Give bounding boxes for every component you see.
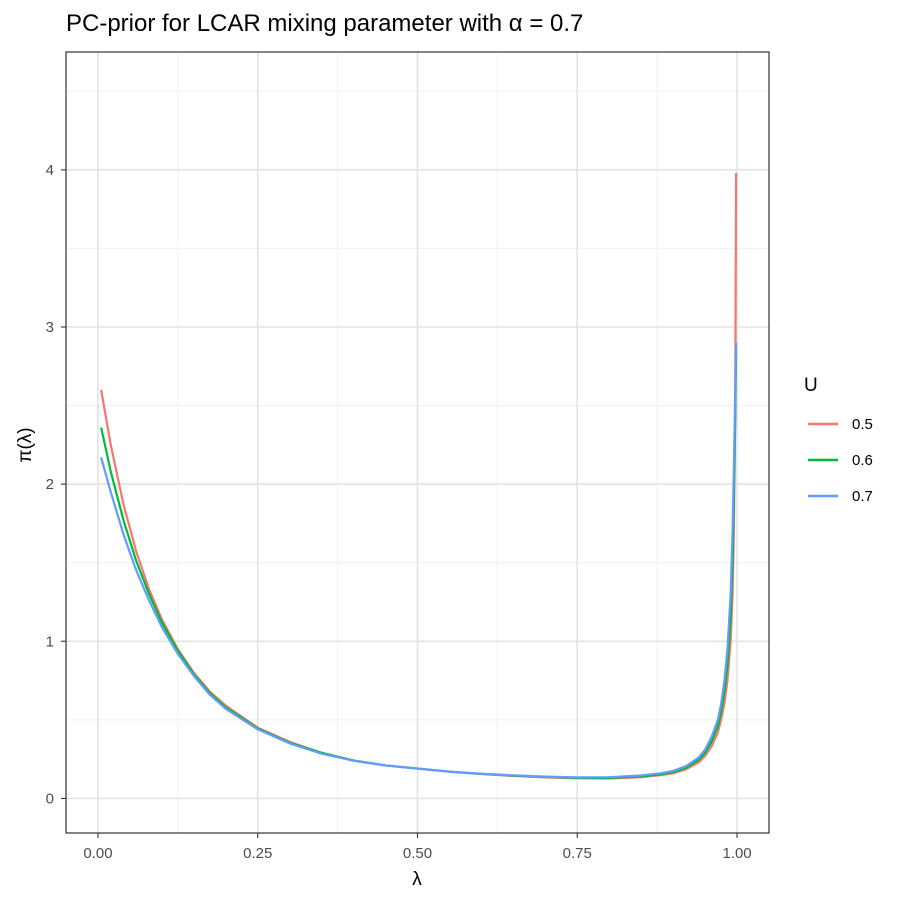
- chart-title: PC-prior for LCAR mixing parameter with …: [66, 10, 583, 37]
- x-axis-title: λ: [412, 869, 422, 890]
- y-tick-label: 1: [46, 633, 54, 650]
- y-axis-ticks: 0 1 2 3 4: [46, 162, 66, 807]
- grid-lines: [66, 52, 769, 833]
- series-lines: [100, 172, 738, 780]
- y-tick-label: 2: [46, 476, 54, 493]
- legend-title: U: [804, 375, 818, 396]
- x-tick-label: 0.25: [243, 845, 272, 862]
- legend-label-0.6: 0.6: [852, 452, 873, 469]
- x-axis-ticks: 0.00 0.25 0.50 0.75 1.00: [83, 833, 752, 862]
- legend: U 0.5 0.6 0.7: [804, 375, 873, 505]
- series-line-0.7: [100, 342, 738, 779]
- y-tick-label: 0: [46, 790, 54, 807]
- x-tick-label: 0.75: [563, 845, 592, 862]
- x-tick-label: 0.00: [83, 845, 112, 862]
- y-axis-title: π(λ): [15, 427, 36, 462]
- x-tick-label: 0.50: [403, 845, 432, 862]
- legend-label-0.7: 0.7: [852, 488, 873, 505]
- x-tick-label: 1.00: [722, 845, 751, 862]
- y-tick-label: 3: [46, 319, 54, 336]
- y-tick-label: 4: [46, 162, 54, 179]
- legend-label-0.5: 0.5: [852, 416, 873, 433]
